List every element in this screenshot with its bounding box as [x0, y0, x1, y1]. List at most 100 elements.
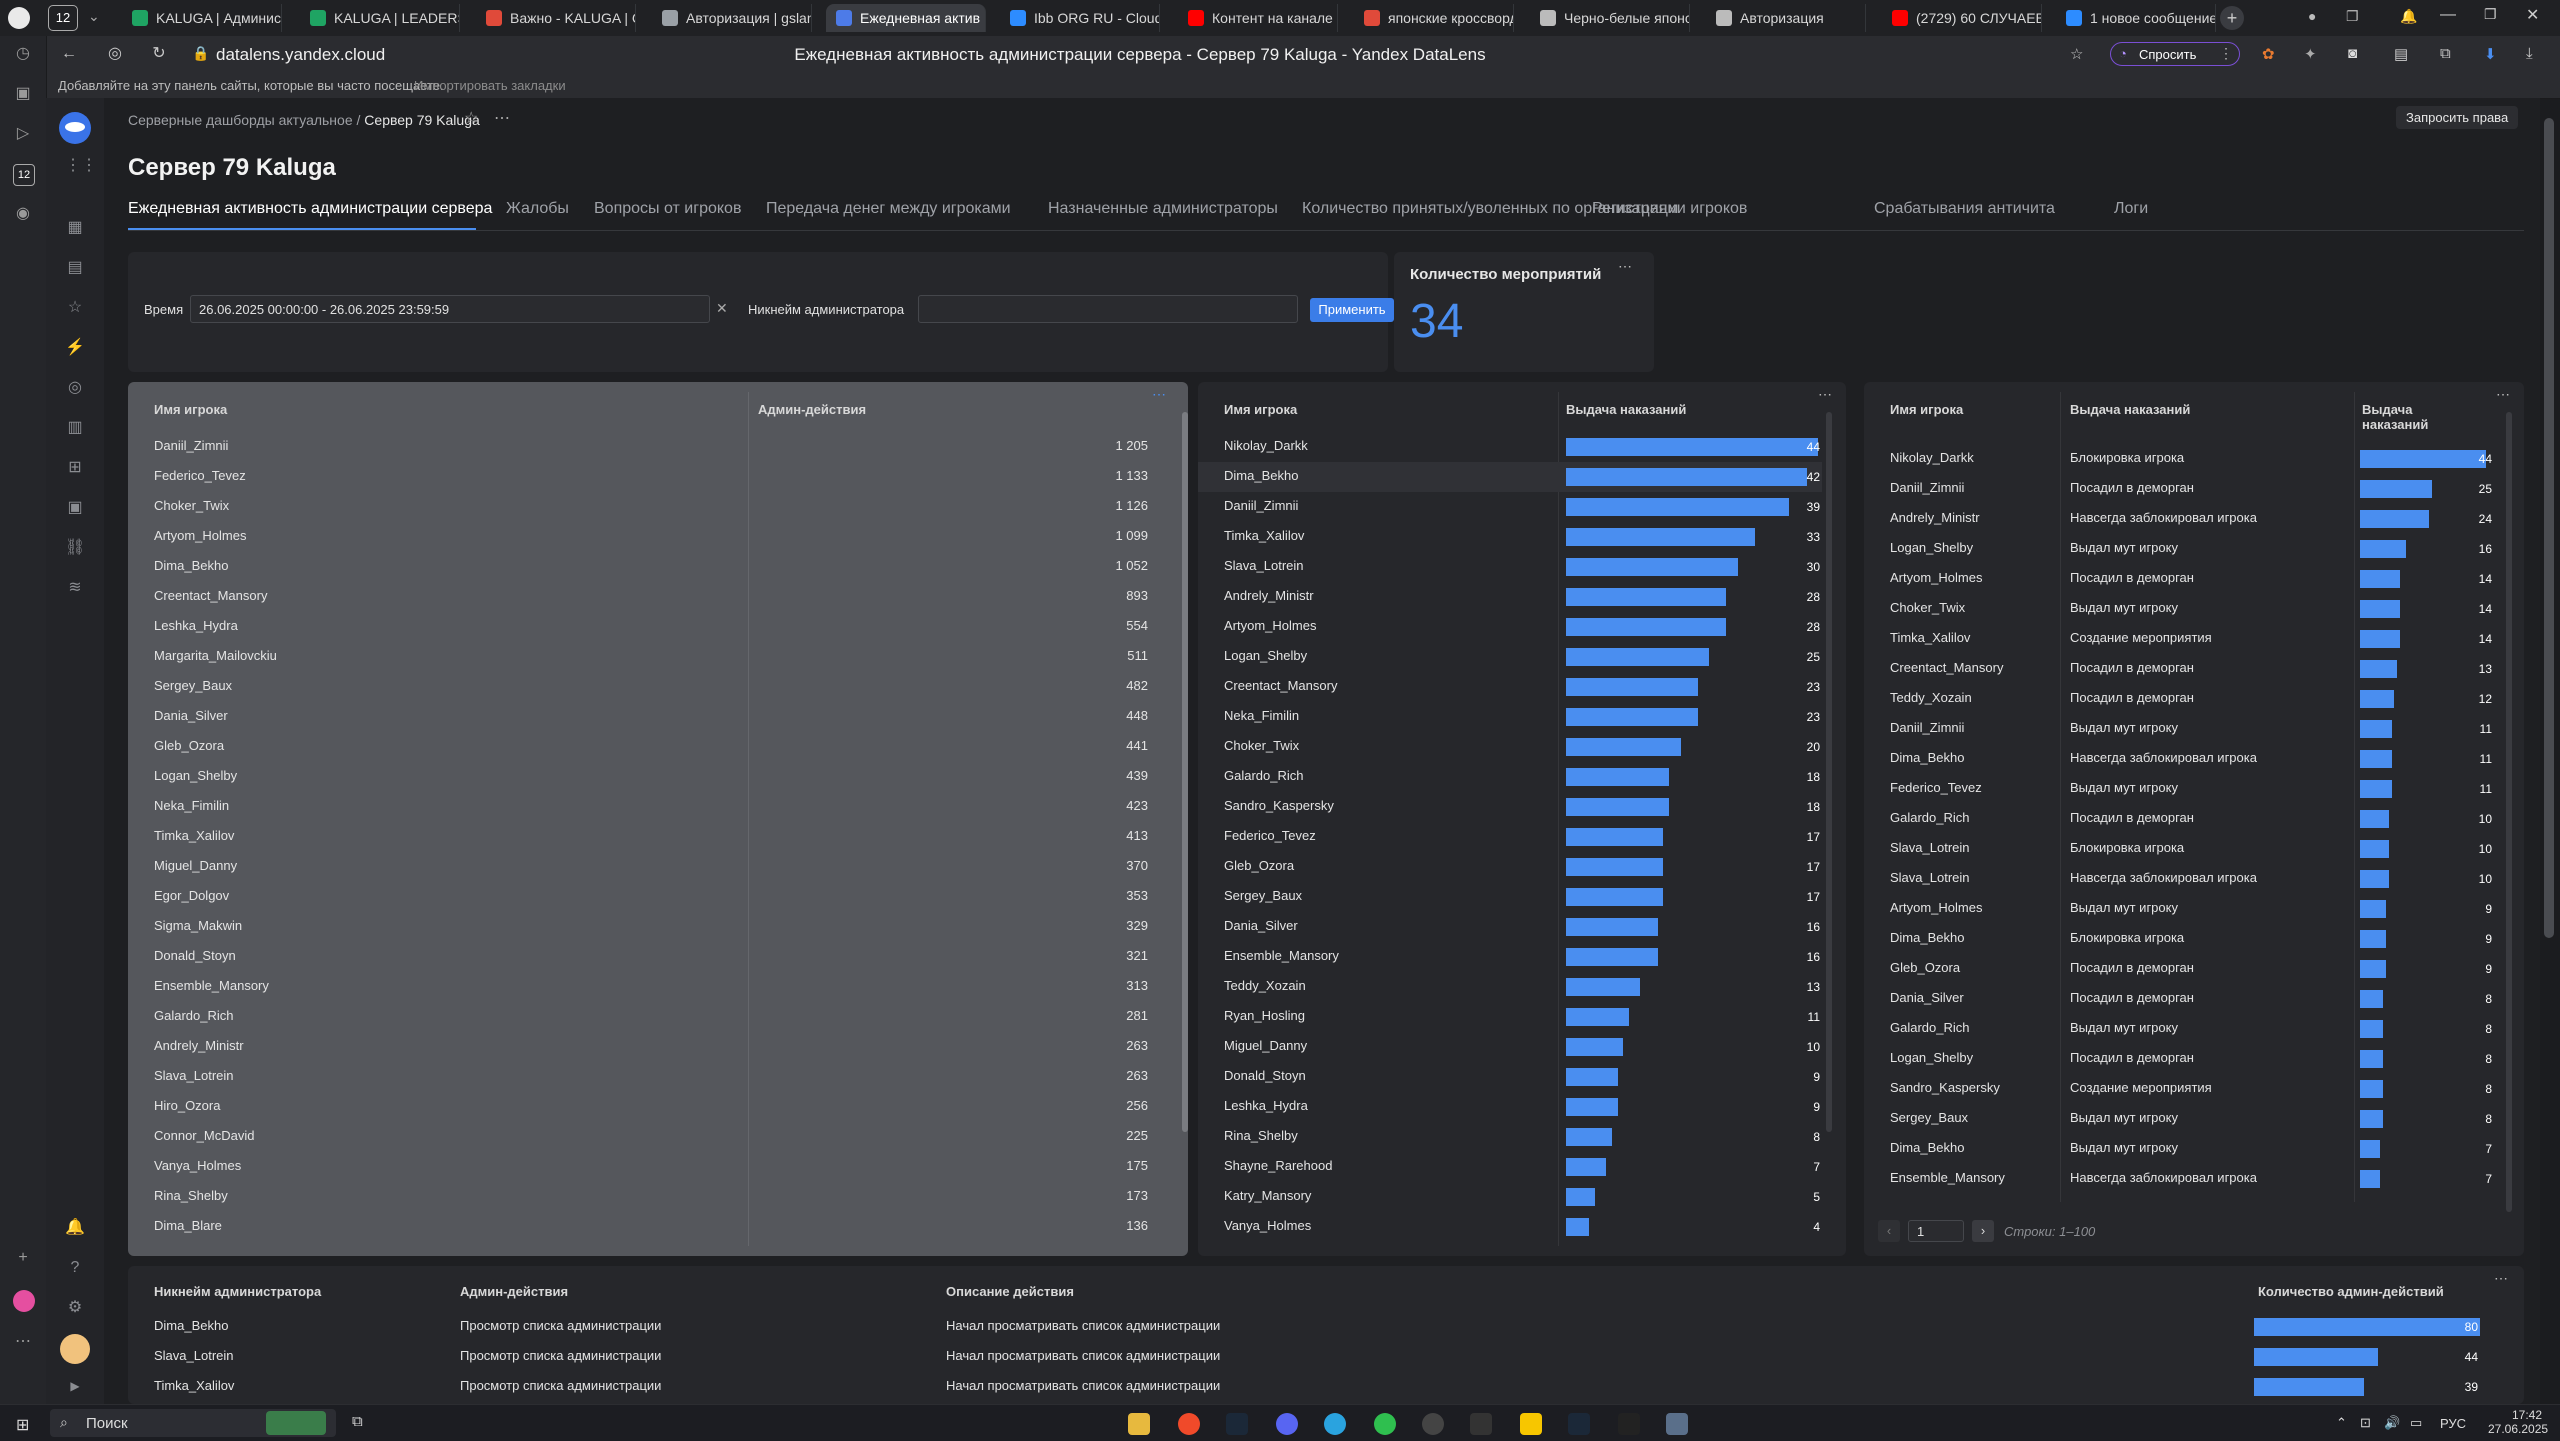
table-row[interactable]: Choker_Twix 1 126 [128, 492, 1168, 522]
table-row[interactable]: Nikolay_Darkk 44 [1198, 432, 1822, 462]
tab-4[interactable]: Передача денег между игроками [766, 200, 1011, 217]
table-row[interactable]: Donald_Stoyn 321 [128, 942, 1168, 972]
prev-page-button[interactable]: ‹ [1878, 1220, 1900, 1242]
scrollbar[interactable] [2506, 412, 2512, 1212]
notes-icon[interactable]: ▣ [15, 85, 31, 102]
alice-icon[interactable] [13, 1290, 35, 1312]
extension-icon[interactable]: ◙ [2348, 45, 2358, 62]
table-row[interactable]: Vanya_Holmes 175 [128, 1152, 1168, 1182]
whatsapp-icon[interactable] [1374, 1413, 1396, 1435]
task-view-icon[interactable]: ⧉ [352, 1413, 363, 1430]
links-icon[interactable]: ⛓ [65, 539, 86, 556]
column-header[interactable]: Выдача наказаний [2362, 402, 2429, 432]
extension-icon[interactable]: ✦ [2304, 46, 2317, 63]
admin-nickname-input[interactable] [918, 295, 1298, 323]
more-icon[interactable]: ⋯ [2494, 1270, 2508, 1286]
new-tab-button[interactable]: + [2220, 6, 2244, 30]
table-row[interactable]: Ensemble_Mansory 313 [128, 972, 1168, 1002]
table-row[interactable]: Logan_Shelby 439 [128, 762, 1168, 792]
table-row[interactable]: Dima_Bekho 1 052 [128, 552, 1168, 582]
table-row[interactable]: Artyom_Holmes 28 [1198, 612, 1822, 642]
table-row[interactable]: Rina_Shelby 173 [128, 1182, 1168, 1212]
request-rights-button[interactable]: Запросить права [2396, 106, 2519, 129]
scrollbar[interactable] [1182, 412, 1188, 1132]
tab-5[interactable]: Назначенные администраторы [1048, 200, 1278, 217]
table-row[interactable]: Federico_Tevez Выдал мут игроку 11 [1864, 774, 2500, 804]
play-icon[interactable]: ▷ [16, 125, 30, 142]
table-row[interactable]: Slava_Lotrein Просмотр списка администрац… [128, 1342, 2508, 1372]
table-row[interactable]: Galardo_Rich 18 [1198, 762, 1822, 792]
notifications-icon[interactable]: 🔔 [2400, 8, 2418, 24]
table-row[interactable]: Federico_Tevez 17 [1198, 822, 1822, 852]
table-row[interactable]: Shayne_Rarehood 7 [1198, 1152, 1822, 1182]
app-icon[interactable] [1520, 1413, 1542, 1435]
table-row[interactable]: Katry_Mansory 5 [1198, 1182, 1822, 1212]
tab-7[interactable]: Регистрации игроков [1592, 200, 1748, 217]
column-header[interactable]: Никнейм администратора [154, 1284, 322, 1299]
table-row[interactable]: Leshka_Hydra 9 [1198, 1092, 1822, 1122]
table-row[interactable]: Creentact_Mansory 893 [128, 582, 1168, 612]
star-icon[interactable]: ☆ [464, 110, 479, 127]
table-row[interactable]: Dima_Bekho Навсегда заблокировал игрока 11 [1864, 744, 2500, 774]
table-row[interactable]: Donald_Stoyn 9 [1198, 1062, 1822, 1092]
table-row[interactable]: Neka_Fimilin 23 [1198, 702, 1822, 732]
column-header[interactable]: Количество админ-действий [2258, 1284, 2444, 1299]
expand-icon[interactable]: ▶ [70, 1379, 80, 1393]
table-row[interactable]: Galardo_Rich Посадил в деморган 10 [1864, 804, 2500, 834]
chevron-down-icon[interactable]: ⌄ [88, 8, 100, 24]
browser-tab[interactable]: японские кроссворд [1354, 4, 1514, 32]
column-header[interactable]: Админ-действия [460, 1284, 569, 1299]
connections-icon[interactable]: ⚡ [65, 339, 85, 356]
table-row[interactable]: Margarita_Mailovckiu 511 [128, 642, 1168, 672]
more-icon[interactable]: ⋯ [1618, 258, 1632, 274]
profile-icon[interactable] [8, 7, 30, 29]
table-row[interactable]: Creentact_Mansory 23 [1198, 672, 1822, 702]
table-row[interactable]: Dania_Silver 448 [128, 702, 1168, 732]
table-row[interactable]: Dima_Bekho Просмотр списка администрации Н… [128, 1312, 2508, 1342]
table-row[interactable]: Ryan_Hosling 11 [1198, 1002, 1822, 1032]
table-row[interactable]: Slava_Lotrein 30 [1198, 552, 1822, 582]
table-row[interactable]: Sigma_Makwin 329 [128, 912, 1168, 942]
back-icon[interactable]: ← [61, 45, 77, 62]
bookmark-icon[interactable]: ☆ [2070, 46, 2084, 63]
browser-tab[interactable]: Черно-белые японск [1530, 4, 1690, 32]
table-row[interactable]: Dima_Bekho Блокировка игрока 9 [1864, 924, 2500, 954]
reports-icon[interactable]: ▣ [67, 499, 83, 516]
table-row[interactable]: Artyom_Holmes Выдал мут игроку 9 [1864, 894, 2500, 924]
table-row[interactable]: Galardo_Rich 281 [128, 1002, 1168, 1032]
table-row[interactable]: Creentact_Mansory Посадил в деморган 13 [1864, 654, 2500, 684]
telegram-icon[interactable] [1324, 1413, 1346, 1435]
table-row[interactable]: Daniil_Zimnii Посадил в деморган 25 [1864, 474, 2500, 504]
column-header[interactable]: Имя игрока [1890, 402, 1964, 417]
table-row[interactable]: Ensemble_Mansory Навсегда заблокировал иг… [1864, 1164, 2500, 1194]
tab-count-badge[interactable]: 12 [48, 5, 78, 31]
browser-tab[interactable]: KALUGA | Администр [122, 4, 282, 32]
steam-icon[interactable] [1226, 1413, 1248, 1435]
table-row[interactable]: Daniil_Zimnii 1 205 [128, 432, 1168, 462]
browser-tab[interactable]: Авторизация [1706, 4, 1866, 32]
downloads-icon[interactable]: ⤓ [2526, 45, 2533, 62]
tray-chevron-icon[interactable]: ⌃ [2336, 1415, 2347, 1430]
minimize-icon[interactable]: — [2440, 6, 2456, 23]
tab-2[interactable]: Жалобы [506, 200, 569, 217]
table-row[interactable]: Timka_Xalilov Создание мероприятия 14 [1864, 624, 2500, 654]
table-row[interactable]: Daniil_Zimnii 39 [1198, 492, 1822, 522]
charts-icon[interactable]: ▥ [67, 419, 83, 436]
table-row[interactable]: Hiro_Ozora 256 [128, 1092, 1168, 1122]
time-range-input[interactable] [190, 295, 710, 323]
screenshot-icon[interactable]: ◉ [16, 205, 30, 222]
favorites-icon[interactable]: ☆ [67, 299, 83, 316]
download-icon[interactable]: ⬇ [2484, 46, 2497, 63]
table-row[interactable]: Sergey_Baux Выдал мут игроку 8 [1864, 1104, 2500, 1134]
yandex-browser-icon[interactable] [1178, 1413, 1200, 1435]
ask-button[interactable]: ◔ Спросить ⋮ [2110, 42, 2240, 66]
discord-icon[interactable] [1276, 1413, 1298, 1435]
collections-icon[interactable]: ▦ [67, 219, 83, 236]
table-row[interactable]: Dima_Bekho Выдал мут игроку 7 [1864, 1134, 2500, 1164]
table-row[interactable]: Timka_Xalilov 33 [1198, 522, 1822, 552]
more-icon[interactable]: ⋯ [1818, 386, 1832, 402]
datasets-icon[interactable]: ◎ [68, 379, 82, 396]
apps-grid-icon[interactable]: ⋮⋮ [65, 157, 97, 174]
table-row[interactable]: Gleb_Ozora Посадил в деморган 9 [1864, 954, 2500, 984]
account-icon[interactable]: ● [2308, 8, 2317, 24]
